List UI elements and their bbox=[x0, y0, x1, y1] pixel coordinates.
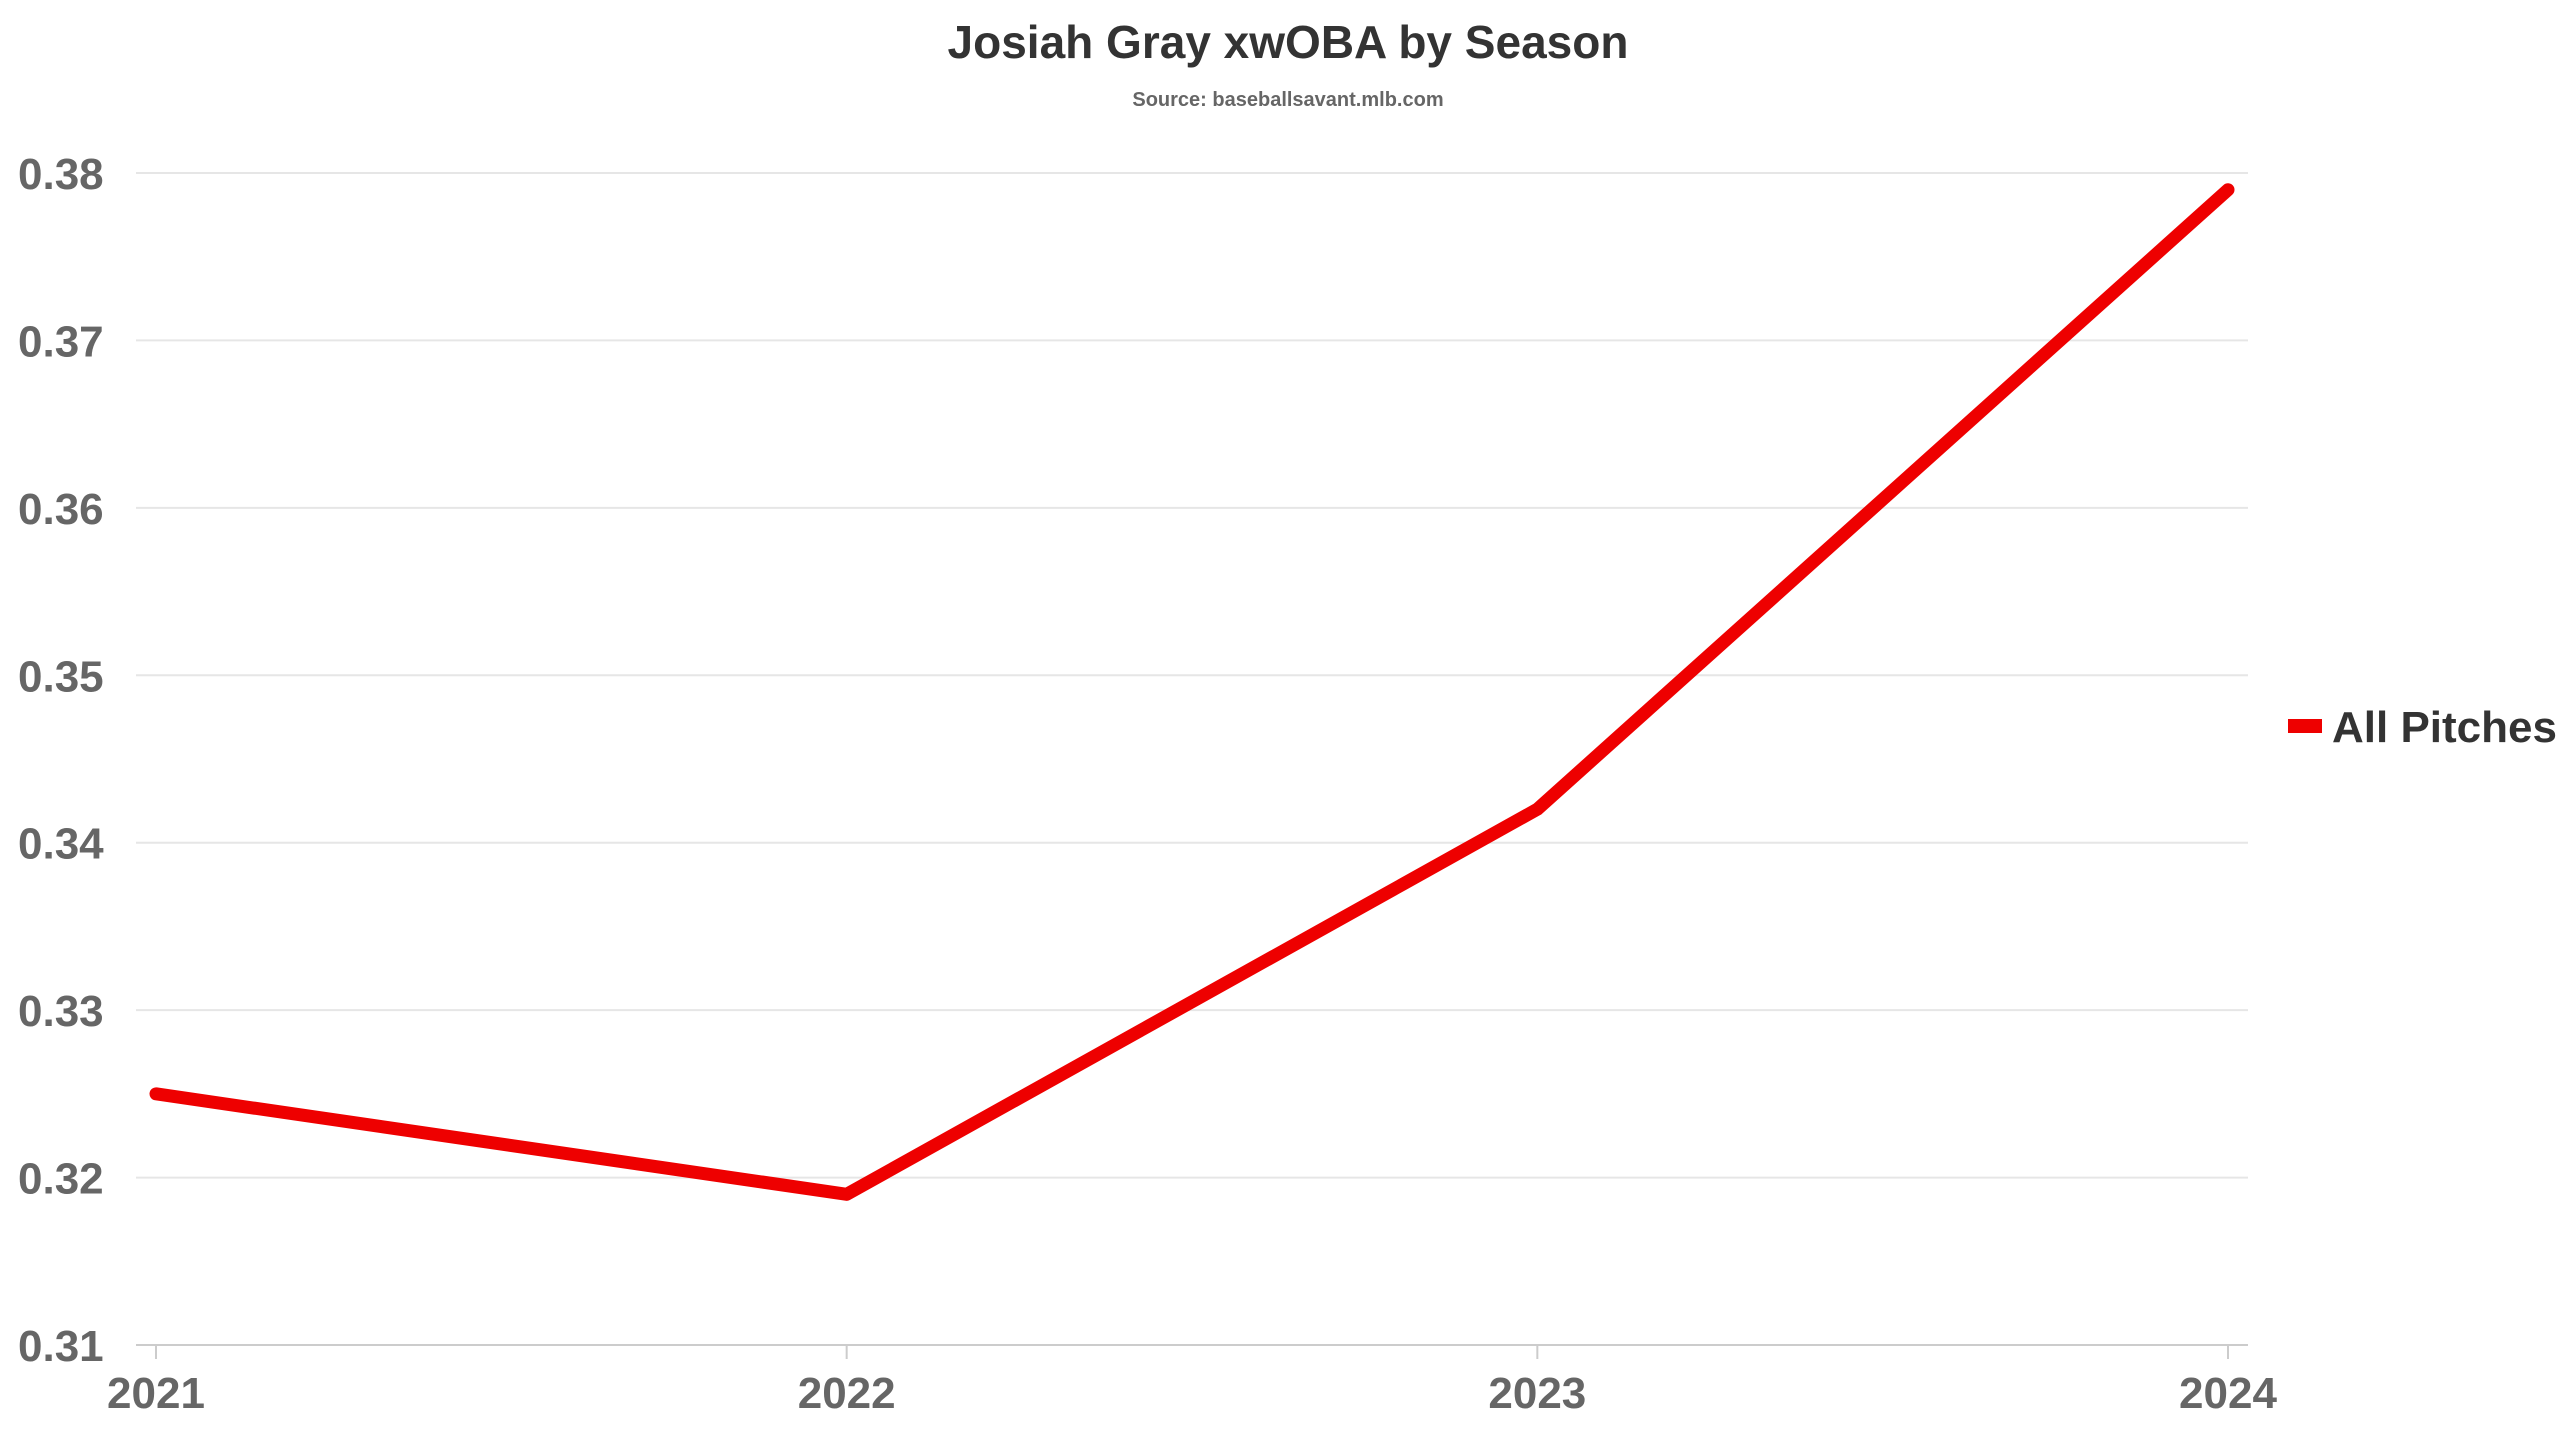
x-tick-label: 2023 bbox=[1488, 1369, 1586, 1418]
y-tick-label: 0.38 bbox=[18, 150, 104, 199]
series-lines bbox=[149, 183, 2235, 1201]
series-line-all-pitches[interactable] bbox=[149, 183, 2235, 1201]
y-axis-tick-labels: 0.31 0.32 0.33 0.34 0.35 0.36 0.37 0.38 bbox=[18, 150, 104, 1371]
y-tick-label: 0.32 bbox=[18, 1155, 104, 1204]
data-point[interactable] bbox=[1531, 803, 1544, 816]
y-tick-label: 0.31 bbox=[18, 1322, 104, 1371]
y-tick-label: 0.35 bbox=[18, 652, 104, 701]
data-point[interactable] bbox=[840, 1188, 853, 1201]
y-tick-label: 0.37 bbox=[18, 317, 104, 366]
x-tick-label: 2024 bbox=[2179, 1369, 2277, 1418]
y-tick-label: 0.36 bbox=[18, 485, 104, 534]
chart-subtitle: Source: baseballsavant.mlb.com bbox=[1132, 89, 1443, 111]
legend-label-all-pitches: All Pitches bbox=[2332, 703, 2557, 752]
legend-swatch-all-pitches bbox=[2288, 719, 2322, 733]
x-axis-ticks: 2021 2022 2023 2024 bbox=[107, 1345, 2277, 1418]
chart-title: Josiah Gray xwOBA by Season bbox=[948, 16, 1629, 68]
x-tick-label: 2022 bbox=[798, 1369, 896, 1418]
x-tick-label: 2021 bbox=[107, 1369, 205, 1418]
y-tick-label: 0.33 bbox=[18, 987, 104, 1036]
data-point[interactable] bbox=[150, 1087, 162, 1100]
y-tick-label: 0.34 bbox=[18, 820, 104, 869]
data-point[interactable] bbox=[2222, 183, 2234, 196]
gridlines bbox=[136, 172, 2248, 1179]
legend[interactable]: All Pitches bbox=[2288, 703, 2557, 752]
